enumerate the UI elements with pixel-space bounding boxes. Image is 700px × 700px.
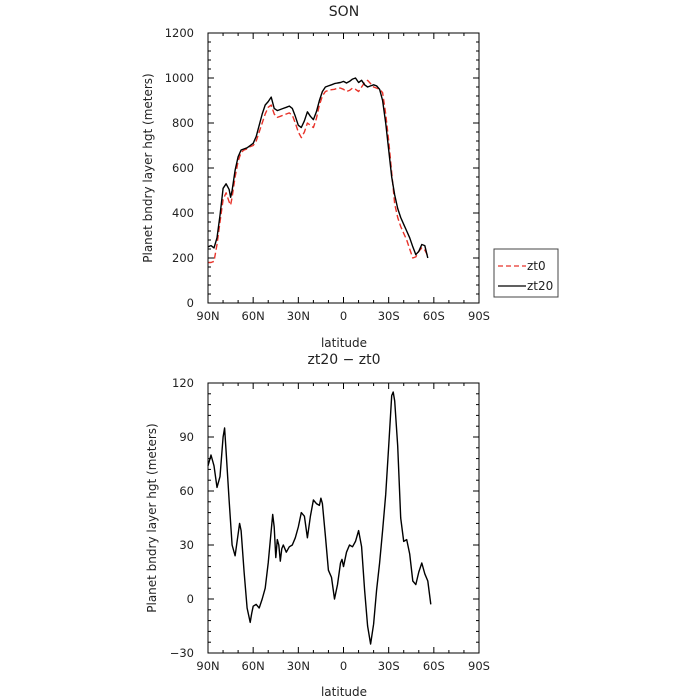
top-chart-y-axis-label: Planet bndry layer hgt (meters) bbox=[141, 73, 155, 263]
legend: zt0 zt20 bbox=[493, 248, 559, 298]
top-x-tick-label: 30S bbox=[378, 309, 400, 323]
bottom-y-tick-label: 30 bbox=[179, 538, 194, 552]
bottom-chart-x-axis-label: latitude bbox=[321, 685, 367, 699]
top-y-tick-label: 0 bbox=[187, 296, 194, 310]
top-x-tick-label: 30N bbox=[287, 309, 310, 323]
top-x-tick-label: 60N bbox=[242, 309, 265, 323]
bottom-x-tick-label: 30S bbox=[378, 659, 400, 673]
top-x-tick-label: 90N bbox=[196, 309, 219, 323]
bottom-chart-y-tick-labels: −30 0 30 60 90 120 bbox=[170, 376, 194, 660]
top-chart-frame bbox=[207, 32, 480, 304]
bottom-y-tick-label: 60 bbox=[179, 484, 194, 498]
top-chart: SON 90N 60N 30N 0 30S 60S 90S 0 200 400 600 800 100… bbox=[141, 4, 559, 350]
bottom-x-tick-label: 90N bbox=[196, 659, 219, 673]
bottom-chart-y-axis-label: Planet bndry layer hgt (meters) bbox=[145, 423, 159, 613]
bottom-x-tick-label: 60N bbox=[242, 659, 265, 673]
top-chart-y-tick-labels: 0 200 400 600 800 1000 1200 bbox=[165, 26, 194, 310]
top-x-tick-label: 60S bbox=[423, 309, 445, 323]
top-x-tick-label: 0 bbox=[340, 309, 347, 323]
top-y-tick-label: 1200 bbox=[165, 26, 194, 40]
top-chart-x-axis-label: latitude bbox=[321, 336, 367, 350]
bottom-chart-ticks bbox=[207, 382, 480, 654]
legend-label-zt0: zt0 bbox=[527, 259, 546, 273]
bottom-y-tick-label: 120 bbox=[172, 376, 194, 390]
legend-label-zt20: zt20 bbox=[527, 279, 553, 293]
bottom-x-tick-label: 90S bbox=[468, 659, 490, 673]
bottom-chart-series bbox=[207, 391, 432, 645]
bottom-y-tick-label: 0 bbox=[187, 592, 194, 606]
top-chart-ticks bbox=[207, 32, 480, 304]
bottom-chart-x-tick-labels: 90N 60N 30N 0 30S 60S 90S bbox=[196, 659, 490, 673]
top-series-line-zt20 bbox=[207, 77, 429, 259]
top-x-tick-label: 90S bbox=[468, 309, 490, 323]
bottom-chart: zt20 − zt0 90N 60N 30N 0 30S 60S 90S −30 0 30 60 9… bbox=[145, 352, 490, 699]
legend-box bbox=[493, 248, 559, 298]
top-y-tick-label: 1000 bbox=[165, 71, 194, 85]
bottom-x-tick-label: 0 bbox=[340, 659, 347, 673]
top-y-tick-label: 600 bbox=[172, 161, 194, 175]
bottom-y-tick-label: 90 bbox=[179, 430, 194, 444]
top-chart-series bbox=[207, 77, 429, 264]
top-chart-title: SON bbox=[329, 4, 359, 20]
top-y-tick-label: 800 bbox=[172, 116, 194, 130]
bottom-x-tick-label: 60S bbox=[423, 659, 445, 673]
bottom-series-line-0 bbox=[207, 391, 432, 645]
bottom-x-tick-label: 30N bbox=[287, 659, 310, 673]
bottom-chart-title: zt20 − zt0 bbox=[307, 352, 380, 368]
top-chart-x-tick-labels: 90N 60N 30N 0 30S 60S 90S bbox=[196, 309, 490, 323]
top-y-tick-label: 400 bbox=[172, 206, 194, 220]
bottom-y-tick-label: −30 bbox=[170, 646, 194, 660]
top-y-tick-label: 200 bbox=[172, 251, 194, 265]
